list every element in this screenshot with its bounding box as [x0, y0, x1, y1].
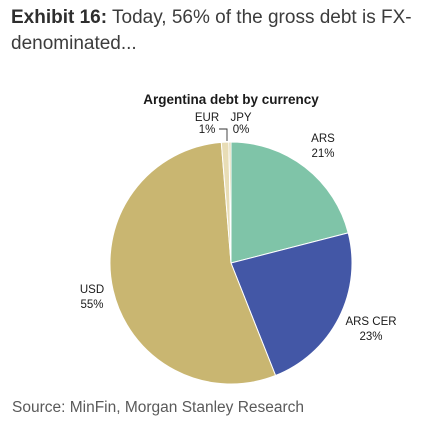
slice-label-eur: EUR	[195, 112, 219, 124]
slice-label-ars-cer: ARS CER	[345, 316, 396, 328]
chart-title: Argentina debt by currency	[143, 92, 319, 107]
pie-slice-jpy	[228, 141, 232, 264]
exhibit-label: Exhibit 16:	[11, 7, 108, 28]
slice-value-usd: 55%	[80, 299, 103, 311]
slice-value-eur: 1%	[199, 124, 216, 136]
jpy-leader-line	[219, 128, 228, 141]
slice-label-ars: ARS	[311, 133, 335, 145]
pie-slice-ars-cer	[230, 232, 353, 377]
exhibit-title: Exhibit 16: Today, 56% of the gross debt…	[11, 5, 436, 57]
slice-value-jpy: 0%	[233, 124, 250, 136]
pie-slice-usd	[109, 141, 277, 385]
slice-value-ars: 21%	[311, 148, 334, 160]
exhibit-text: Today, 56% of the gross debt is FX-denom…	[11, 7, 412, 54]
slice-value-ars-cer: 23%	[359, 331, 382, 343]
pie-slice-ars	[230, 141, 349, 264]
slice-label-jpy: JPY	[230, 112, 251, 124]
slice-label-usd: USD	[80, 284, 104, 296]
source-note: Source: MinFin, Morgan Stanley Research	[12, 399, 305, 416]
